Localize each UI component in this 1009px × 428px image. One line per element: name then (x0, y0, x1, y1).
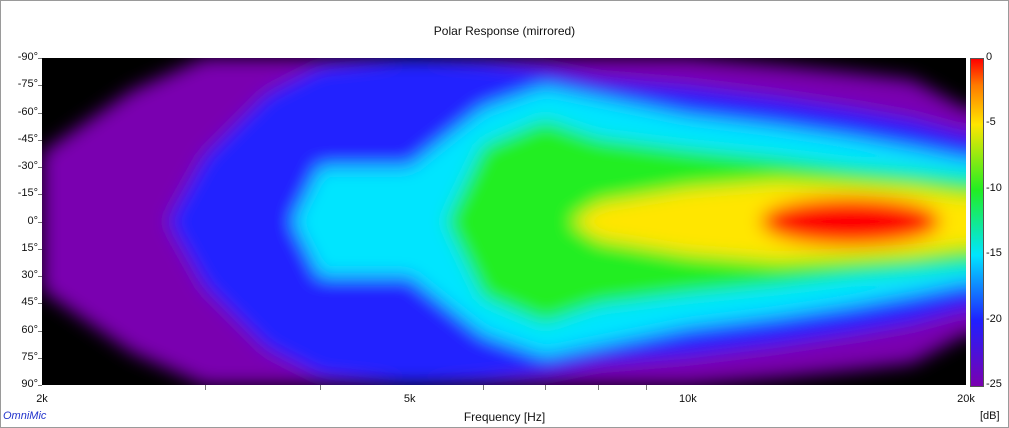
colorbar-tick-label: -15 (986, 247, 1002, 260)
y-tick-mark (38, 194, 42, 196)
colorbar-tick-label: 0 (986, 51, 993, 63)
y-tick-label: -75° (17, 78, 38, 91)
y-tick-label: -90° (17, 51, 38, 63)
y-tick-label: -60° (17, 105, 38, 118)
y-tick-mark (38, 303, 42, 305)
colorbar (970, 58, 984, 387)
colorbar-tick-label: -10 (986, 181, 1002, 194)
x-minor-tick (320, 385, 322, 390)
y-tick-label: 0° (27, 214, 38, 227)
y-tick-label: -30° (17, 160, 38, 172)
y-tick-label: 45° (21, 296, 38, 309)
x-tick-label: 20k (957, 393, 975, 405)
chart-title: Polar Response (mirrored) (433, 24, 576, 38)
colorbar-tick-label: -25 (986, 378, 1002, 390)
y-tick-mark (38, 112, 42, 114)
brand-label: OmniMic (3, 410, 47, 422)
colorbar-tick-label: -5 (986, 116, 996, 129)
x-minor-tick (204, 385, 206, 390)
x-tick-label: 2k (36, 393, 48, 405)
y-tick-mark (38, 330, 42, 332)
x-minor-tick (544, 385, 546, 390)
heatmap-svg (42, 58, 966, 385)
y-tick-mark (38, 221, 42, 223)
x-minor-tick (482, 385, 484, 390)
x-minor-tick (645, 385, 647, 390)
colorbar-unit: [dB] (980, 410, 1000, 422)
x-tick-label: 5k (403, 393, 416, 405)
x-minor-tick (598, 385, 600, 390)
y-tick-mark (38, 276, 42, 277)
y-tick-mark (38, 85, 42, 87)
y-tick-mark (38, 357, 42, 359)
y-tick-mark (38, 248, 42, 250)
y-tick-mark (38, 139, 42, 141)
x-axis-title: Frequency [Hz] (463, 410, 546, 424)
y-tick-label: 75° (21, 350, 38, 363)
y-tick-label: 30° (21, 269, 38, 281)
y-tick-label: 90° (21, 378, 38, 390)
y-tick-label: 60° (21, 323, 38, 336)
y-tick-mark (38, 385, 42, 386)
y-tick-label: -15° (17, 187, 38, 200)
contour-level-0 (760, 197, 941, 246)
y-tick-label: -45° (17, 132, 38, 145)
y-tick-mark (38, 58, 42, 59)
colorbar-tick-label: -20 (986, 312, 1002, 325)
x-tick-label: 10k (678, 393, 697, 405)
plot-area (42, 58, 966, 385)
y-tick-label: 15° (21, 241, 38, 254)
y-tick-mark (38, 167, 42, 168)
